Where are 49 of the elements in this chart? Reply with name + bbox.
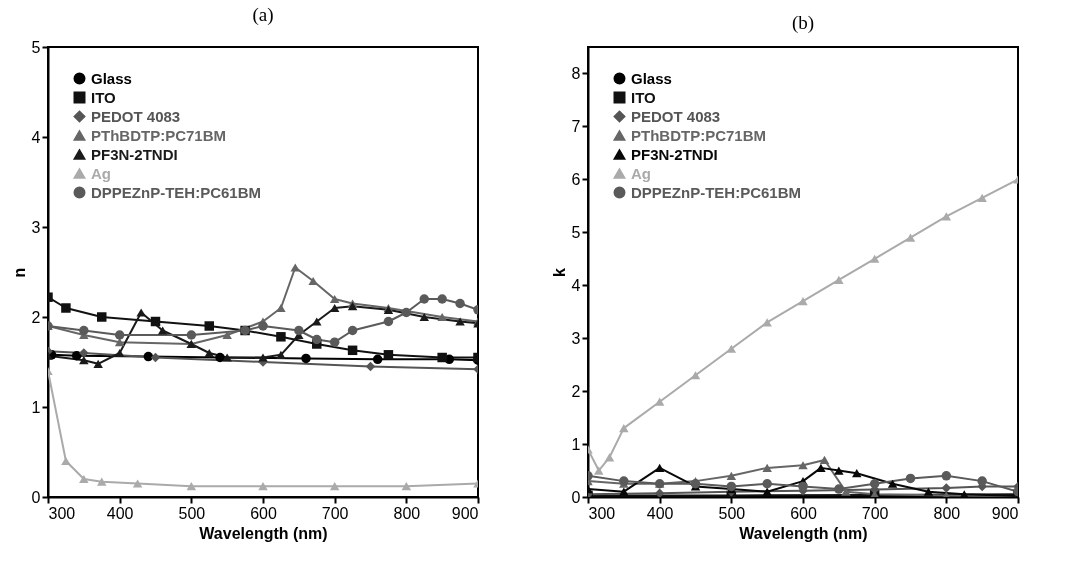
legend-label: DPPEZnP-TEH:PC61BM <box>91 183 262 201</box>
legend-label: PF3N-2TNDI <box>631 145 718 163</box>
y-tick-label: 6 <box>571 170 581 188</box>
y-tick-label: 5 <box>571 223 581 241</box>
x-tick-label: 800 <box>393 504 421 522</box>
x-tick-label: 500 <box>178 504 206 522</box>
y-tick-label: 2 <box>571 382 581 400</box>
y-tick-label: 3 <box>31 218 41 236</box>
chart-title: (a) <box>252 4 274 26</box>
y-tick-label: 5 <box>31 38 41 56</box>
x-tick-label: 500 <box>718 504 746 522</box>
legend-label: Glass <box>631 69 672 87</box>
legend-label: DPPEZnP-TEH:PC61BM <box>631 183 802 201</box>
y-tick-label: 1 <box>31 398 41 416</box>
legend-label: PEDOT 4083 <box>91 107 181 125</box>
y-tick-label: 0 <box>571 488 581 506</box>
y-tick-label: 1 <box>571 435 581 453</box>
x-tick-label: 700 <box>861 504 889 522</box>
x-tick-label: 900 <box>451 504 479 522</box>
y-tick-label: 8 <box>571 64 581 82</box>
legend-label: PThBDTP:PC71BM <box>91 126 227 144</box>
x-tick-label: 600 <box>250 504 277 522</box>
x-tick-label: 300 <box>48 504 76 522</box>
y-tick-label: 7 <box>571 117 581 135</box>
y-tick-label: 3 <box>571 329 581 347</box>
y-axis-title: k <box>550 267 568 277</box>
y-axis-title: n <box>10 267 28 278</box>
x-axis-title: Wavelength (nm) <box>739 524 868 542</box>
y-tick-label: 4 <box>571 276 581 294</box>
x-tick-label: 700 <box>321 504 349 522</box>
x-tick-label: 400 <box>106 504 134 522</box>
y-tick-label: 4 <box>31 128 41 146</box>
x-tick-label: 300 <box>588 504 616 522</box>
x-tick-label: 400 <box>646 504 674 522</box>
x-tick-label: 800 <box>933 504 961 522</box>
legend-label: PF3N-2TNDI <box>91 145 178 163</box>
y-tick-label: 0 <box>31 488 41 506</box>
legend-label: ITO <box>631 88 657 106</box>
x-tick-label: 600 <box>790 504 817 522</box>
legend-label: ITO <box>91 88 117 106</box>
legend-label: PEDOT 4083 <box>631 107 721 125</box>
legend-label: PThBDTP:PC71BM <box>631 126 767 144</box>
chart-title: (b) <box>791 12 815 34</box>
legend-label: Ag <box>631 164 651 182</box>
legend-label: Glass <box>91 69 132 87</box>
y-tick-label: 2 <box>31 308 41 326</box>
x-axis-title: Wavelength (nm) <box>199 524 328 542</box>
x-tick-label: 900 <box>991 504 1019 522</box>
legend-label: Ag <box>91 164 111 182</box>
